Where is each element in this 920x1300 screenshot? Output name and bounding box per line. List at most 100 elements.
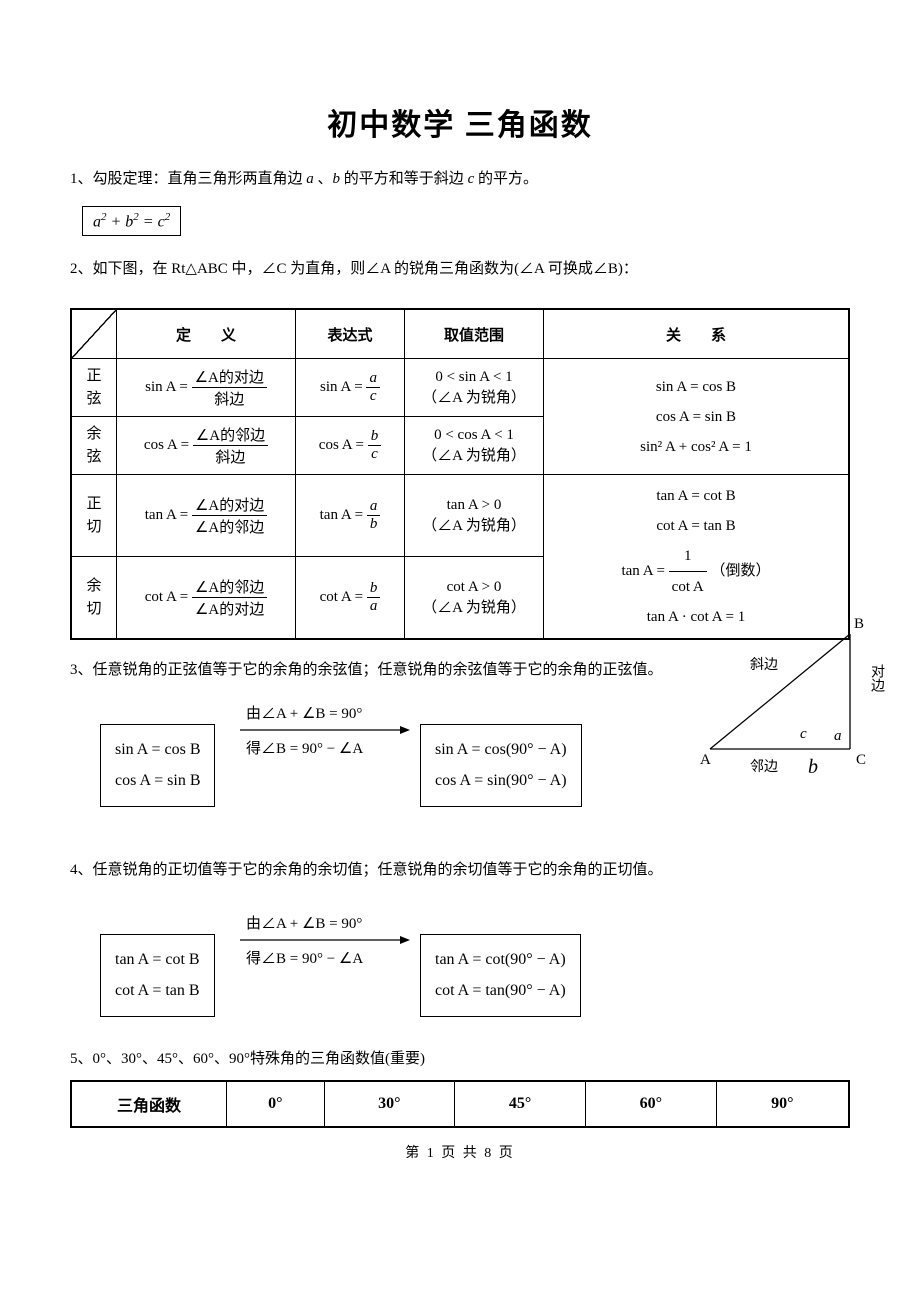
cos-range1: 0 < cos A < 1 bbox=[434, 427, 514, 443]
box-3a: sin A = cos B cos A = sin B bbox=[100, 724, 215, 807]
rel2-l3-den: cot A bbox=[669, 571, 707, 602]
t2-a30: 30° bbox=[324, 1081, 455, 1127]
para-5: 5、0°、30°、45°、60°、90°特殊角的三角函数值(重要) bbox=[70, 1044, 850, 1074]
t2-h0: 三角函数 bbox=[71, 1081, 227, 1127]
page-title: 初中数学 三角函数 bbox=[70, 100, 850, 144]
box3b-l1: sin A = cos(90° − A) bbox=[435, 741, 567, 758]
rel1-l1: sin A = cos B bbox=[656, 379, 736, 395]
arrow4-bot: 得∠B = 90° − ∠A bbox=[240, 947, 410, 968]
tan-def-lhs: tan A = bbox=[145, 507, 188, 523]
cot-range2: （∠A 为锐角） bbox=[422, 600, 526, 616]
cot-def: cot A = ∠A的邻边∠A的对边 bbox=[117, 557, 296, 640]
sin-def-den: 斜边 bbox=[192, 387, 267, 409]
tan-expr-num: a bbox=[367, 498, 381, 515]
tan-range1: tan A > 0 bbox=[447, 497, 502, 513]
arrow-icon bbox=[240, 933, 410, 947]
tri-a: a bbox=[834, 728, 842, 745]
box4b-l1: tan A = cot(90° − A) bbox=[435, 951, 566, 968]
arrow-4: 由∠A + ∠B = 90° 得∠B = 90° − ∠A bbox=[240, 912, 410, 968]
sin-range2: （∠A 为锐角） bbox=[422, 390, 526, 406]
cot-def-num: ∠A的邻边 bbox=[192, 576, 267, 597]
trig-table: 定 义 表达式 取值范围 关 系 正弦 sin A = ∠A的对边斜边 sin … bbox=[70, 308, 850, 640]
pythagorean-box: a2 + b2 = c2 bbox=[82, 206, 181, 236]
cos-expr-num: b bbox=[368, 428, 382, 445]
cos-def-num: ∠A的邻边 bbox=[193, 424, 268, 445]
box3a-l1: sin A = cos B bbox=[115, 741, 200, 758]
diag-header-cell bbox=[71, 309, 117, 359]
cot-expr-num: b bbox=[367, 580, 381, 597]
box4b-l2: cot A = tan(90° − A) bbox=[435, 982, 566, 999]
t2-a90: 90° bbox=[716, 1081, 849, 1127]
box4a-l1: tan A = cot B bbox=[115, 951, 200, 968]
cos-range: 0 < cos A < 1 （∠A 为锐角） bbox=[405, 417, 544, 475]
tan-range: tan A > 0 （∠A 为锐角） bbox=[405, 475, 544, 557]
cos-def: cos A = ∠A的邻边斜边 bbox=[117, 417, 296, 475]
tri-A: A bbox=[700, 752, 711, 769]
tri-adj: 邻边 bbox=[750, 756, 778, 776]
row-name-cot: 余切 bbox=[71, 557, 117, 640]
t2-a45: 45° bbox=[455, 1081, 586, 1127]
sin-expr-num: a bbox=[366, 370, 380, 387]
sin-range: 0 < sin A < 1 （∠A 为锐角） bbox=[405, 359, 544, 417]
rel1-l3: sin² A + cos² A = 1 bbox=[640, 439, 752, 455]
p1-a: a bbox=[306, 171, 314, 187]
rel2-l3-note: （倒数） bbox=[711, 563, 771, 579]
cos-expr-den: c bbox=[368, 445, 382, 463]
cot-def-den: ∠A的对边 bbox=[192, 597, 267, 619]
arrow3-bot: 得∠B = 90° − ∠A bbox=[240, 737, 410, 758]
box4a-l2: cot A = tan B bbox=[115, 982, 200, 999]
table-row: 正弦 sin A = ∠A的对边斜边 sin A = ac 0 < sin A … bbox=[71, 359, 849, 417]
cot-expr-lhs: cot A = bbox=[320, 589, 363, 605]
cot-def-lhs: cot A = bbox=[145, 589, 188, 605]
arrow-3: 由∠A + ∠B = 90° 得∠B = 90° − ∠A bbox=[240, 702, 410, 758]
th-rel: 关 系 bbox=[544, 309, 850, 359]
box-3b: sin A = cos(90° − A) cos A = sin(90° − A… bbox=[420, 724, 582, 807]
cot-expr: cot A = ba bbox=[296, 557, 405, 640]
rel2-l2: cot A = tan B bbox=[656, 518, 735, 534]
th-def: 定 义 bbox=[117, 309, 296, 359]
box-4a: tan A = cot B cot A = tan B bbox=[100, 934, 215, 1017]
tan-expr-lhs: tan A = bbox=[320, 507, 363, 523]
th-expr: 表达式 bbox=[296, 309, 405, 359]
arrow3-top: 由∠A + ∠B = 90° bbox=[240, 702, 410, 723]
rel-cell-1: sin A = cos B cos A = sin B sin² A + cos… bbox=[544, 359, 850, 475]
sin-expr-lhs: sin A = bbox=[320, 379, 363, 395]
rel2-l3-num: 1 bbox=[669, 541, 707, 571]
cos-def-den: 斜边 bbox=[193, 445, 268, 467]
table-row: 正切 tan A = ∠A的对边∠A的邻边 tan A = ab tan A >… bbox=[71, 475, 849, 557]
arrow-icon bbox=[240, 723, 410, 737]
row-name-cos: 余弦 bbox=[71, 417, 117, 475]
tan-def-den: ∠A的邻边 bbox=[192, 515, 267, 537]
section-3: 3、任意锐角的正弦值等于它的余角的余弦值；任意锐角的余弦值等于它的余角的正弦值。… bbox=[70, 654, 850, 824]
tri-C: C bbox=[856, 752, 866, 769]
specials-table: 三角函数 0° 30° 45° 60° 90° bbox=[70, 1080, 850, 1128]
tan-expr: tan A = ab bbox=[296, 475, 405, 557]
sin-expr: sin A = ac bbox=[296, 359, 405, 417]
tan-def: tan A = ∠A的对边∠A的邻边 bbox=[117, 475, 296, 557]
rel2-l1: tan A = cot B bbox=[656, 488, 735, 504]
page-footer: 第 1 页 共 8 页 bbox=[70, 1142, 850, 1162]
t2-a0: 0° bbox=[227, 1081, 324, 1127]
sin-def: sin A = ∠A的对边斜边 bbox=[117, 359, 296, 417]
box-4b: tan A = cot(90° − A) cot A = tan(90° − A… bbox=[420, 934, 581, 1017]
p1-num: 1、 bbox=[70, 171, 93, 187]
tan-def-num: ∠A的对边 bbox=[192, 494, 267, 515]
para-2: 2、如下图，在 Rt△ABC 中，∠C 为直角，则∠A 的锐角三角函数为(∠A … bbox=[70, 254, 850, 284]
triangle-diagram: A B C a b c 斜边 对边 邻边 bbox=[690, 614, 890, 794]
cos-expr: cos A = bc bbox=[296, 417, 405, 475]
cos-def-lhs: cos A = bbox=[144, 437, 189, 453]
para-1: 1、勾股定理：直角三角形两直角边 a 、b 的平方和等于斜边 c 的平方。 bbox=[70, 164, 850, 194]
th-range: 取值范围 bbox=[405, 309, 544, 359]
cot-expr-den: a bbox=[367, 597, 381, 615]
cot-range1: cot A > 0 bbox=[447, 579, 502, 595]
cos-range2: （∠A 为锐角） bbox=[422, 448, 526, 464]
p1-b: b bbox=[333, 171, 341, 187]
row-name-sin: 正弦 bbox=[71, 359, 117, 417]
p1-mid: 的平方和等于斜边 bbox=[340, 171, 468, 187]
tan-range2: （∠A 为锐角） bbox=[422, 518, 526, 534]
para-4: 4、任意锐角的正切值等于它的余角的余切值；任意锐角的余切值等于它的余角的正切值。 bbox=[70, 854, 850, 887]
row-name-tan: 正切 bbox=[71, 475, 117, 557]
box3a-l2: cos A = sin B bbox=[115, 772, 200, 789]
sin-def-num: ∠A的对边 bbox=[192, 366, 267, 387]
sin-expr-den: c bbox=[366, 387, 380, 405]
